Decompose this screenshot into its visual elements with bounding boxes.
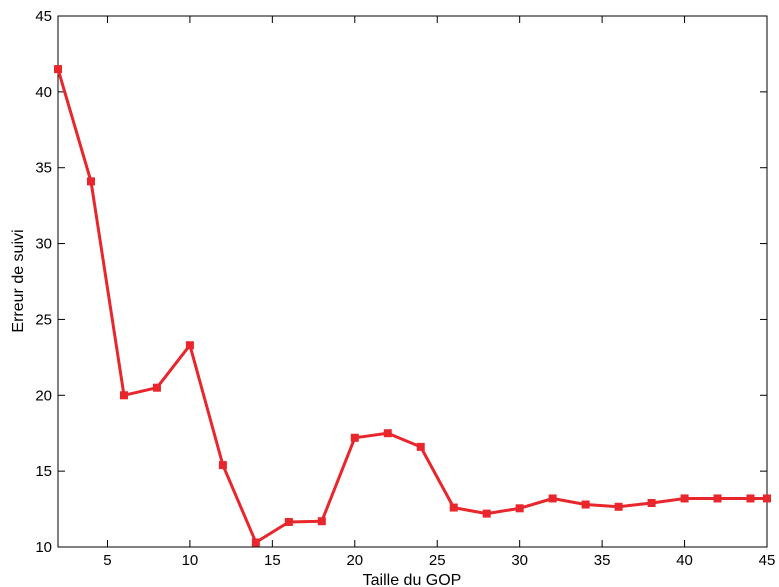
- data-point: [383, 429, 392, 438]
- y-tick-label: 40: [35, 84, 52, 101]
- x-tick-label: 30: [511, 552, 528, 569]
- x-tick-label: 20: [346, 552, 363, 569]
- data-point: [86, 177, 95, 186]
- x-tick-label: 35: [594, 552, 611, 569]
- x-axis-label: Taille du GOP: [363, 572, 462, 587]
- y-tick-label: 15: [35, 463, 52, 480]
- y-tick-labels: 10 15 20 25 30 35 40 45: [35, 8, 52, 556]
- data-point: [317, 517, 326, 526]
- data-point: [746, 494, 755, 503]
- data-point: [251, 538, 260, 547]
- x-tick-label: 5: [103, 552, 111, 569]
- x-tick-label: 25: [429, 552, 446, 569]
- data-point: [185, 341, 194, 350]
- data-point: [218, 461, 227, 470]
- data-point: [284, 517, 293, 526]
- data-point: [647, 499, 656, 508]
- data-point: [581, 500, 590, 509]
- data-point: [416, 442, 425, 451]
- data-point: [449, 503, 458, 512]
- y-axis-label: Erreur de suivi: [10, 229, 27, 332]
- x-tick-label: 45: [759, 552, 776, 569]
- x-tick-label: 15: [264, 552, 281, 569]
- y-tick-label: 20: [35, 387, 52, 404]
- y-tick-label: 10: [35, 539, 52, 556]
- x-tick-labels: 5 10 15 20 25 30 35 40 45: [103, 552, 775, 569]
- y-tick-label: 35: [35, 160, 52, 177]
- data-point: [152, 383, 161, 392]
- y-tick-label: 25: [35, 311, 52, 328]
- data-point: [119, 391, 128, 400]
- data-point: [680, 494, 689, 503]
- data-point: [548, 494, 557, 503]
- data-point: [54, 65, 62, 74]
- y-tick-label: 45: [35, 8, 52, 25]
- x-tick-label: 40: [676, 552, 693, 569]
- data-point: [515, 504, 524, 513]
- y-tick-label: 30: [35, 236, 52, 253]
- data-point: [713, 494, 722, 503]
- plot-area: [57, 15, 768, 548]
- data-point: [482, 509, 491, 518]
- data-point: [763, 494, 771, 503]
- data-series: [54, 65, 771, 547]
- data-point: [350, 433, 359, 442]
- axis-ticks: [58, 15, 768, 548]
- x-tick-label: 10: [182, 552, 199, 569]
- data-point: [614, 502, 623, 511]
